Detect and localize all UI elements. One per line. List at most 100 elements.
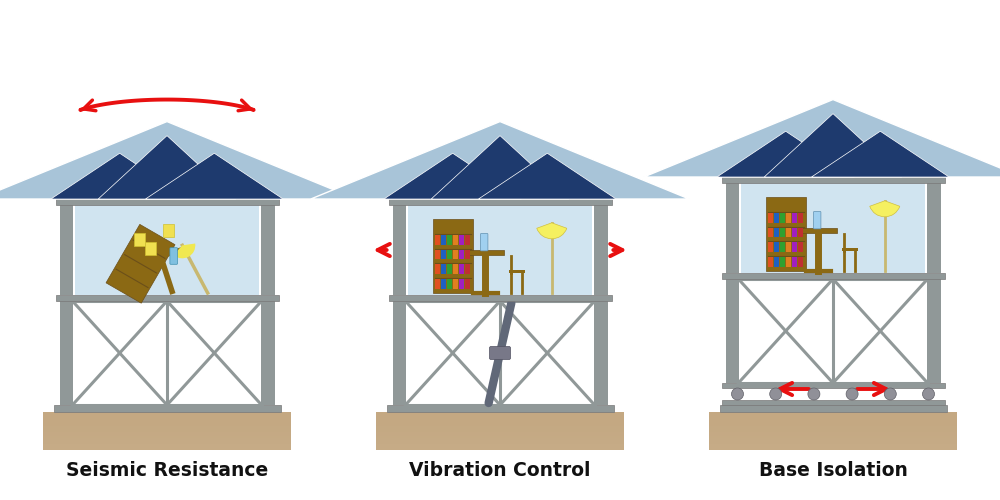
Bar [376, 422, 624, 424]
Polygon shape [479, 153, 616, 199]
Bar [709, 430, 957, 432]
Bar [43, 442, 291, 444]
Bar [376, 412, 624, 450]
Bar [435, 264, 440, 274]
Bar [376, 444, 624, 446]
Bar [709, 440, 957, 442]
Bar [60, 205, 73, 295]
Bar [709, 432, 957, 434]
Bar [43, 436, 291, 438]
Wedge shape [174, 244, 195, 258]
Polygon shape [644, 100, 1000, 177]
Bar [768, 213, 773, 222]
Bar [722, 383, 944, 388]
Bar [43, 444, 291, 446]
Bar [376, 440, 624, 442]
Bar [722, 400, 944, 405]
Bar [453, 235, 458, 244]
Bar [459, 264, 464, 274]
Bar [709, 426, 957, 428]
Polygon shape [431, 136, 569, 199]
Bar [163, 224, 174, 236]
Bar [800, 228, 837, 233]
Bar [54, 405, 280, 412]
Bar [376, 432, 624, 434]
Bar [376, 430, 624, 432]
Bar [709, 412, 957, 450]
Bar [43, 446, 291, 448]
Bar [376, 436, 624, 438]
Bar [594, 301, 608, 405]
FancyBboxPatch shape [814, 212, 821, 229]
Bar [447, 279, 452, 289]
Bar [43, 424, 291, 426]
Bar [388, 199, 612, 205]
Bar [798, 242, 803, 252]
Bar [722, 273, 944, 279]
Bar [766, 197, 806, 271]
Bar [709, 438, 957, 440]
Bar [447, 250, 452, 260]
Bar [726, 279, 739, 383]
Bar [726, 183, 739, 273]
Circle shape [770, 388, 782, 400]
Bar [142, 247, 183, 264]
Bar [465, 250, 470, 260]
Bar [709, 442, 957, 444]
FancyBboxPatch shape [481, 234, 488, 251]
Bar [842, 248, 858, 252]
Bar [927, 183, 940, 273]
Bar [433, 219, 473, 293]
Bar [792, 242, 797, 252]
Polygon shape [311, 122, 689, 199]
Bar [594, 205, 608, 295]
Polygon shape [384, 153, 522, 199]
Bar [786, 228, 791, 237]
Bar [709, 420, 957, 422]
Bar [376, 424, 624, 426]
Bar [376, 420, 624, 422]
Bar [453, 250, 458, 260]
Circle shape [846, 388, 858, 400]
Polygon shape [51, 153, 188, 199]
FancyBboxPatch shape [490, 346, 511, 360]
Bar [408, 205, 592, 295]
Bar [43, 428, 291, 430]
Polygon shape [146, 153, 283, 199]
Bar [43, 426, 291, 428]
Bar [447, 264, 452, 274]
Bar [709, 448, 957, 450]
Bar [43, 420, 291, 422]
Bar [435, 250, 440, 260]
Bar [768, 242, 773, 252]
Bar [43, 432, 291, 434]
Bar [738, 279, 928, 383]
Bar [56, 295, 278, 301]
Bar [60, 301, 73, 405]
Bar [709, 434, 957, 436]
Bar [774, 242, 779, 252]
Bar [709, 446, 957, 448]
Wedge shape [537, 223, 567, 239]
Bar [459, 235, 464, 244]
Bar [768, 228, 773, 237]
Bar [709, 424, 957, 426]
Wedge shape [870, 201, 900, 217]
Bar [798, 213, 803, 222]
Bar [786, 213, 791, 222]
Bar [441, 279, 446, 289]
FancyBboxPatch shape [170, 248, 177, 264]
Bar [774, 228, 779, 237]
Bar [774, 213, 779, 222]
Bar [43, 422, 291, 424]
Bar [792, 257, 797, 267]
Circle shape [732, 388, 744, 400]
Bar [376, 434, 624, 436]
Bar [43, 438, 291, 440]
Bar [106, 224, 175, 303]
Bar [441, 264, 446, 274]
Circle shape [884, 388, 896, 400]
Bar [786, 242, 791, 252]
Bar [43, 440, 291, 442]
Bar [786, 257, 791, 267]
